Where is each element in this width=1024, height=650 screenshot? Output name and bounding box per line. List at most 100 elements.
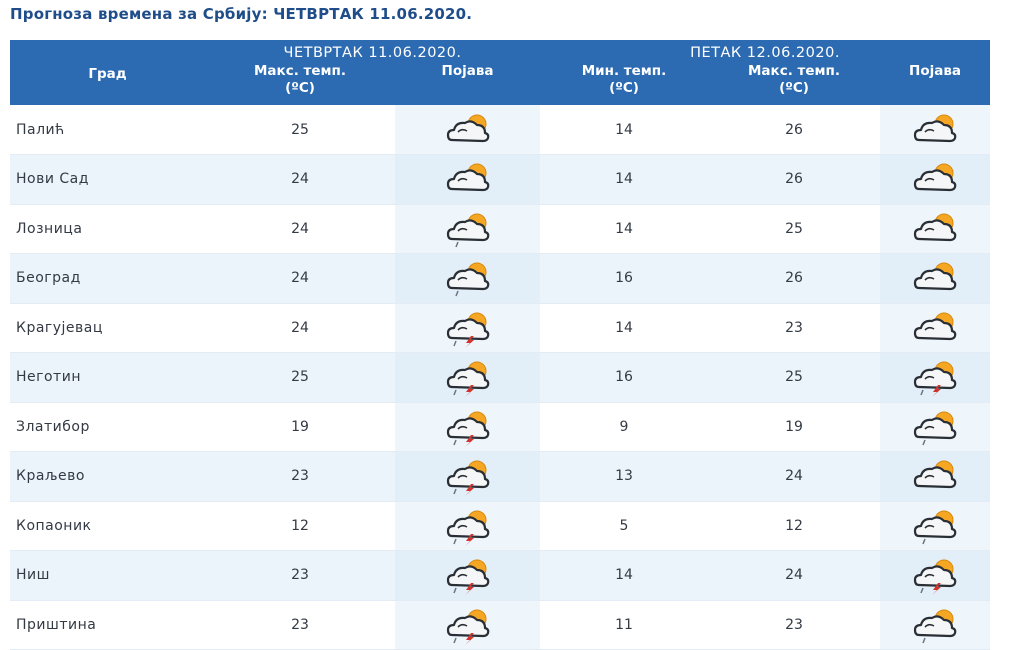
day2-max-temp: 23 bbox=[708, 600, 880, 650]
phenomenon-label: Појава bbox=[909, 63, 961, 79]
partly-cloudy-rain-icon bbox=[913, 609, 957, 644]
partly-cloudy-rain-icon bbox=[446, 213, 489, 248]
day2-min-temp-header: Мин. темп. (ºC) bbox=[540, 63, 708, 105]
day1-max-temp: 12 bbox=[205, 501, 395, 551]
thunderstorm-icon bbox=[446, 510, 489, 546]
partly-cloudy-icon bbox=[913, 312, 957, 340]
partly-cloudy-rain-icon bbox=[446, 262, 489, 297]
partly-cloudy-icon bbox=[913, 213, 957, 241]
day2-phenomenon bbox=[880, 352, 991, 403]
unit-label: (ºC) bbox=[285, 80, 315, 96]
day2-phenomenon bbox=[880, 501, 991, 551]
city-name: Лозница bbox=[10, 204, 205, 254]
table-header: Град ЧЕТВРТАК 11.06.2020. ПЕТАК 12.06.20… bbox=[10, 40, 991, 105]
day2-min-temp: 14 bbox=[540, 303, 708, 353]
day2-min-temp: 14 bbox=[540, 204, 708, 254]
thunderstorm-icon bbox=[446, 460, 489, 497]
city-name: Неготин bbox=[10, 352, 205, 403]
day1-max-temp: 23 bbox=[205, 600, 395, 650]
day1-phenomenon bbox=[395, 402, 540, 452]
partly-cloudy-icon bbox=[913, 163, 957, 192]
page-title: Прогноза времена за Србију: ЧЕТВРТАК 11.… bbox=[10, 5, 473, 23]
day2-min-temp: 14 bbox=[540, 105, 708, 155]
city-name: Копаоник bbox=[10, 501, 205, 551]
table-row: Ниш 23 14 24 bbox=[10, 550, 991, 601]
table-row: Београд 24 16 26 bbox=[10, 253, 991, 304]
table-row: Копаоник 12 5 12 bbox=[10, 501, 991, 551]
day1-max-temp: 25 bbox=[205, 105, 395, 155]
day2-phenomenon bbox=[880, 105, 991, 155]
day2-max-temp: 23 bbox=[708, 303, 880, 353]
day2-max-temp: 24 bbox=[708, 550, 880, 601]
day1-phenomenon bbox=[395, 204, 540, 254]
day2-phenomenon bbox=[880, 402, 991, 452]
day1-phenomenon bbox=[395, 352, 540, 403]
city-name: Крагујевац bbox=[10, 303, 205, 353]
day1-phenomenon bbox=[395, 451, 540, 502]
partly-cloudy-icon bbox=[446, 114, 489, 142]
day2-min-temp: 5 bbox=[540, 501, 708, 551]
max-temp-label: Макс. темп. bbox=[747, 63, 840, 79]
day1-max-temp: 24 bbox=[205, 154, 395, 205]
partly-cloudy-icon bbox=[913, 114, 957, 142]
day2-phenomenon bbox=[880, 451, 991, 502]
table-row: Краљево 23 13 24 bbox=[10, 451, 991, 502]
thunderstorm-icon bbox=[446, 312, 489, 348]
table-row: Лозница 24 14 25 bbox=[10, 204, 991, 254]
day2-max-temp: 26 bbox=[708, 154, 880, 205]
table-body: Палић 25 14 26 Нови Сад 24 14 26 Лозница 24 14 25 Бе… bbox=[10, 105, 991, 650]
day2-min-temp: 14 bbox=[540, 154, 708, 205]
day1-max-temp: 25 bbox=[205, 352, 395, 403]
day2-header: ПЕТАК 12.06.2020. bbox=[540, 40, 991, 63]
day1-phenomenon bbox=[395, 303, 540, 353]
city-name: Краљево bbox=[10, 451, 205, 502]
day1-max-temp: 24 bbox=[205, 253, 395, 304]
day2-max-temp: 25 bbox=[708, 204, 880, 254]
day1-max-temp: 23 bbox=[205, 550, 395, 601]
day1-header: ЧЕТВРТАК 11.06.2020. bbox=[205, 40, 540, 63]
unit-label: (ºC) bbox=[779, 80, 809, 96]
day2-min-temp: 16 bbox=[540, 352, 708, 403]
unit-label: (ºC) bbox=[609, 80, 639, 96]
day1-phenomenon bbox=[395, 253, 540, 304]
day2-min-temp: 11 bbox=[540, 600, 708, 650]
phenomenon-label: Појава bbox=[441, 63, 494, 79]
partly-cloudy-rain-icon bbox=[913, 411, 957, 446]
day2-phenomenon bbox=[880, 253, 991, 304]
day1-max-temp: 23 bbox=[205, 451, 395, 502]
partly-cloudy-icon bbox=[913, 262, 957, 291]
day2-max-temp: 26 bbox=[708, 253, 880, 304]
day1-phenomenon bbox=[395, 501, 540, 551]
day1-phenomenon-header: Појава bbox=[395, 63, 540, 105]
day2-phenomenon bbox=[880, 204, 991, 254]
day2-max-temp: 12 bbox=[708, 501, 880, 551]
city-name: Ниш bbox=[10, 550, 205, 601]
table-row: Крагујевац 24 14 23 bbox=[10, 303, 991, 353]
day2-max-temp: 24 bbox=[708, 451, 880, 502]
city-name: Златибор bbox=[10, 402, 205, 452]
day1-max-temp: 24 bbox=[205, 303, 395, 353]
day1-phenomenon bbox=[395, 154, 540, 205]
table-row: Нови Сад 24 14 26 bbox=[10, 154, 991, 205]
table-row: Неготин 25 16 25 bbox=[10, 352, 991, 403]
day1-max-temp-header: Макс. темп. (ºC) bbox=[205, 63, 395, 105]
day2-phenomenon-header: Појава bbox=[880, 63, 991, 105]
partly-cloudy-rain-icon bbox=[913, 510, 957, 545]
thunderstorm-icon bbox=[446, 559, 489, 596]
day2-phenomenon bbox=[880, 550, 991, 601]
day1-phenomenon bbox=[395, 600, 540, 650]
partly-cloudy-icon bbox=[446, 163, 489, 192]
day2-phenomenon bbox=[880, 600, 991, 650]
table-row: Приштина 23 11 23 bbox=[10, 600, 991, 650]
day1-max-temp: 24 bbox=[205, 204, 395, 254]
day2-max-temp-header: Макс. темп. (ºC) bbox=[708, 63, 880, 105]
table-row: Златибор 19 9 19 bbox=[10, 402, 991, 452]
day2-min-temp: 14 bbox=[540, 550, 708, 601]
day2-min-temp: 13 bbox=[540, 451, 708, 502]
city-name: Палић bbox=[10, 105, 205, 155]
thunderstorm-icon bbox=[446, 411, 489, 447]
day2-min-temp: 9 bbox=[540, 402, 708, 452]
day2-phenomenon bbox=[880, 303, 991, 353]
city-name: Приштина bbox=[10, 600, 205, 650]
thunderstorm-icon bbox=[913, 361, 957, 398]
